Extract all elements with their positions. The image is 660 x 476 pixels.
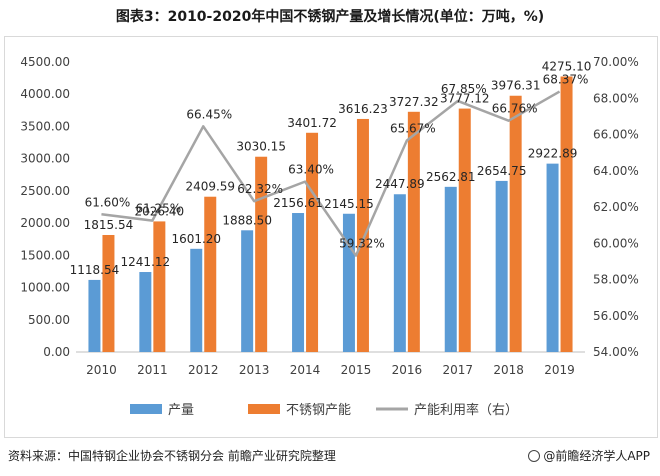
bar-production xyxy=(444,186,457,352)
data-label-rate: 62.32% xyxy=(237,182,283,196)
data-label-production: 1888.50 xyxy=(222,213,272,227)
bar-production xyxy=(292,213,305,352)
data-label-rate: 66.45% xyxy=(186,107,232,121)
bar-production xyxy=(546,163,559,352)
y-left-tick-label: 2000.00 xyxy=(20,216,70,230)
data-label-capacity: 1815.54 xyxy=(84,218,134,232)
y-left-tick-label: 0.00 xyxy=(43,345,70,359)
y-right-tick-label: 68.00% xyxy=(593,91,639,105)
bar-production xyxy=(88,279,101,352)
x-tick-label: 2017 xyxy=(442,363,473,377)
bar-capacity xyxy=(204,196,217,352)
data-label-production: 2156.61 xyxy=(273,196,323,210)
bar-capacity xyxy=(153,221,166,352)
y-right-tick-label: 62.00% xyxy=(593,200,639,214)
brand-text: @前瞻经济学人APP xyxy=(543,449,650,463)
x-tick-label: 2014 xyxy=(290,363,321,377)
y-left-tick-label: 4500.00 xyxy=(20,55,70,69)
bar-production xyxy=(241,230,254,352)
y-right-tick-label: 56.00% xyxy=(593,309,639,323)
data-label-rate: 61.25% xyxy=(135,202,181,216)
data-label-rate: 67.85% xyxy=(441,82,487,96)
y-right-tick-label: 66.00% xyxy=(593,128,639,142)
brand-credit: @前瞻经济学人APP xyxy=(528,447,650,464)
data-label-production: 1118.54 xyxy=(70,263,120,277)
y-left-tick-label: 2500.00 xyxy=(20,184,70,198)
bar-capacity xyxy=(458,108,471,352)
bar-production xyxy=(139,272,152,352)
data-label-capacity: 3616.23 xyxy=(338,102,388,116)
bar-capacity xyxy=(407,111,420,353)
y-right-tick-label: 58.00% xyxy=(593,273,639,287)
x-tick-label: 2019 xyxy=(544,363,575,377)
y-left-tick-label: 3500.00 xyxy=(20,119,70,133)
data-label-rate: 65.67% xyxy=(390,121,436,135)
data-label-capacity: 3401.72 xyxy=(287,116,337,130)
legend-label: 产能利用率（右） xyxy=(414,402,518,418)
bar-production xyxy=(342,213,355,352)
y-left-tick-label: 1000.00 xyxy=(20,281,70,295)
y-left-tick-label: 4000.00 xyxy=(20,87,70,101)
legend-label: 产量 xyxy=(168,403,194,418)
bar-capacity xyxy=(255,156,268,352)
data-label-capacity: 2026.40 xyxy=(135,204,185,218)
data-label-capacity: 3727.32 xyxy=(389,95,439,109)
data-label-production: 1241.12 xyxy=(121,255,171,269)
x-tick-label: 2015 xyxy=(341,363,372,377)
data-label-capacity: 3777.12 xyxy=(440,92,490,106)
bar-capacity xyxy=(102,234,115,352)
y-right-tick-label: 70.00% xyxy=(593,55,639,69)
y-right-tick-label: 64.00% xyxy=(593,164,639,178)
data-label-capacity: 4275.10 xyxy=(542,59,592,73)
data-label-production: 2654.75 xyxy=(477,164,527,178)
data-label-rate: 61.60% xyxy=(85,195,131,209)
bar-capacity xyxy=(560,76,573,352)
x-tick-label: 2016 xyxy=(392,363,423,377)
legend-swatch xyxy=(130,404,162,414)
data-label-rate: 66.76% xyxy=(492,102,538,116)
y-left-tick-label: 1500.00 xyxy=(20,248,70,262)
bar-capacity xyxy=(356,118,369,352)
x-tick-label: 2013 xyxy=(239,363,270,377)
legend-swatch xyxy=(248,404,280,414)
bar-production xyxy=(190,248,203,352)
x-tick-label: 2012 xyxy=(188,363,219,377)
bar-production xyxy=(495,180,508,352)
y-right-tick-label: 54.00% xyxy=(593,345,639,359)
data-label-rate: 63.40% xyxy=(288,163,334,177)
data-label-production: 2447.89 xyxy=(375,177,425,191)
bar-capacity xyxy=(509,95,522,353)
data-label-rate: 59.32% xyxy=(339,237,385,251)
data-label-production: 1601.20 xyxy=(171,232,221,246)
line-utilization-rate xyxy=(101,90,561,257)
data-label-capacity: 3976.31 xyxy=(491,79,541,93)
x-tick-label: 2018 xyxy=(493,363,524,377)
y-right-tick-label: 60.00% xyxy=(593,236,639,250)
x-tick-label: 2010 xyxy=(86,363,117,377)
source-note: 资料来源：中国特钢企业协会不锈钢分会 前瞻产业研究院整理 xyxy=(8,449,336,463)
chart-title: 图表3：2010-2020年中国不锈钢产量及增长情况(单位：万吨，%) xyxy=(115,9,545,25)
x-tick-label: 2011 xyxy=(137,363,168,377)
brand-logo-icon xyxy=(528,450,541,462)
y-left-tick-label: 3000.00 xyxy=(20,152,70,166)
data-label-capacity: 2409.59 xyxy=(185,180,235,194)
data-label-rate: 68.37% xyxy=(543,73,589,87)
data-label-capacity: 3030.15 xyxy=(236,140,286,154)
bar-production xyxy=(393,194,406,352)
legend-label: 不锈钢产能 xyxy=(286,403,351,418)
data-label-production: 2562.81 xyxy=(426,170,476,184)
data-label-production: 2145.15 xyxy=(324,197,374,211)
y-left-tick-label: 500.00 xyxy=(28,313,70,327)
data-label-production: 2922.89 xyxy=(528,147,578,161)
